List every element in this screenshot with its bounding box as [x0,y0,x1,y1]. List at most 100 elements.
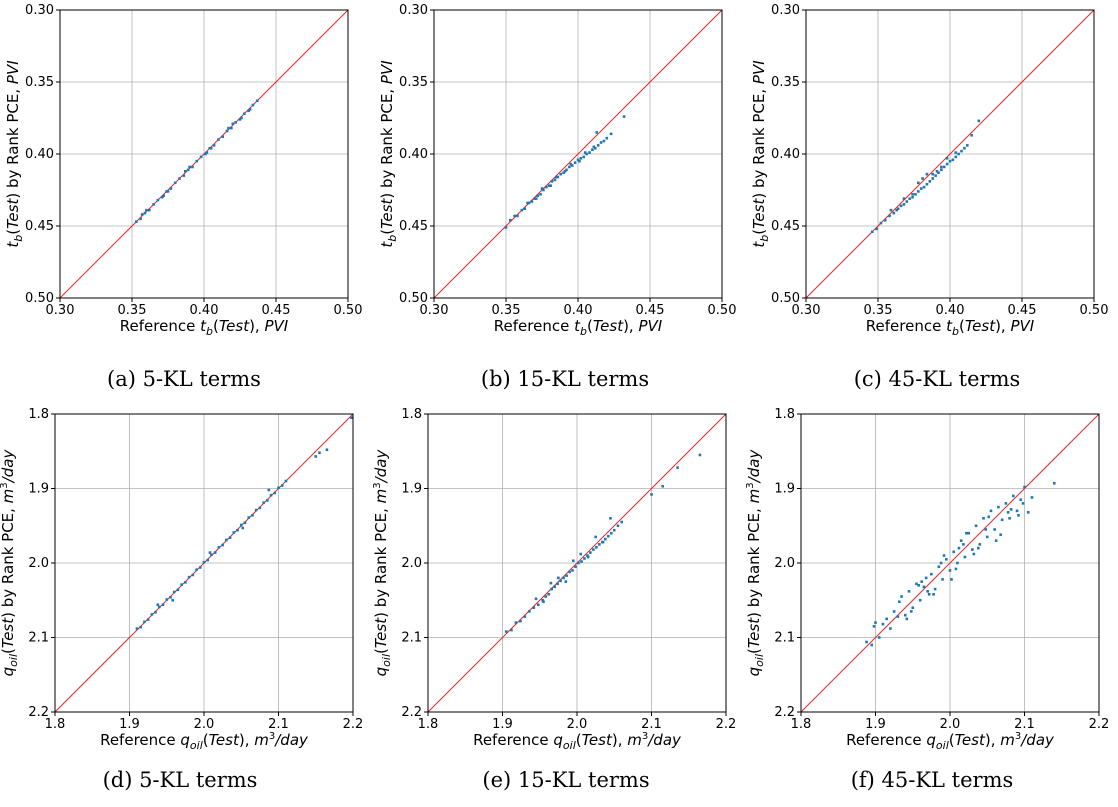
data-point [565,168,568,172]
label-variable: q [553,731,563,749]
x-tick-label: 0.45 [262,303,291,318]
label-variable: t [574,317,581,335]
data-point [556,582,559,586]
data-point [899,204,903,208]
data-point [251,103,255,107]
data-point [609,517,612,520]
data-point [553,178,557,182]
label-connector: ) by Rank PCE, [372,503,390,618]
label-connector: ) by Rank PCE, [745,503,763,618]
x-axis-label: Reference tb(Test), PVI [494,317,663,338]
chart-panel-3: 0.300.500.350.450.400.400.450.350.500.30… [750,3,1108,391]
data-point [536,194,539,198]
data-point [920,580,923,583]
x-tick-label: 1.8 [45,717,66,732]
data-point [885,617,888,621]
data-point [1021,502,1025,505]
label-open-paren: ( [203,731,209,749]
data-point [895,208,899,212]
data-point [576,158,580,162]
data-point [258,506,262,510]
data-point [549,581,553,585]
data-point [601,540,605,544]
label-superscript: 3 [642,731,648,742]
data-point [932,592,935,596]
y-tick-label: 0.35 [771,75,800,90]
data-point [908,197,911,200]
data-point [526,201,529,205]
label-connector: ), [985,731,1000,749]
data-point [571,569,574,572]
label-subscript: b [12,235,25,242]
data-point [879,221,883,225]
data-point [984,528,988,531]
label-unit: m [627,731,642,749]
label-unit-rest: /day [1019,731,1055,749]
label-prefix: Reference [846,731,926,749]
data-point [1023,485,1026,489]
y-tick-label: 2.1 [774,631,795,646]
data-point [940,165,943,169]
data-point [965,531,968,535]
data-point [594,535,597,539]
data-point [872,625,876,628]
data-point [606,534,610,538]
data-point [591,148,594,151]
data-point [892,610,896,613]
data-point [896,207,900,211]
data-point [579,552,583,556]
data-point [592,145,596,149]
subfigure-caption: (d) 5-KL terms [103,768,258,792]
label-variable: q [745,667,763,677]
data-point [571,559,575,563]
data-point [881,622,885,626]
data-point [236,528,239,532]
y-tick-label: 2.2 [774,705,795,720]
data-point [158,605,161,609]
data-point [1015,509,1019,513]
y-tick-label: 0.45 [399,219,428,234]
label-subscript: oil [380,654,393,667]
data-point [931,177,935,180]
label-open-paren: ( [587,317,593,335]
label-subscript: b [952,325,959,338]
label-unit: PVI [378,60,396,84]
y-axis-label: tb(Test) by Rank PCE, PVI [4,60,25,248]
data-point [921,177,924,180]
data-point [1053,481,1056,485]
label-subscript: oil [563,739,576,752]
data-point [523,615,527,618]
data-point [1019,498,1023,501]
label-open-paren: ( [372,648,390,654]
data-point [209,146,213,150]
data-point [314,455,318,458]
data-point [273,491,277,495]
y-tick-label: 1.9 [28,482,49,497]
data-point [942,554,946,557]
data-point [217,546,221,549]
data-point [254,508,258,512]
y-tick-label: 1.9 [774,482,795,497]
y-tick-label: 0.30 [25,3,54,18]
y-tick-label: 0.45 [771,219,800,234]
data-point [945,162,949,166]
data-point [902,203,906,206]
data-point [559,579,562,583]
x-tick-label: 0.35 [118,303,147,318]
data-point [917,584,921,587]
data-point [172,590,176,594]
y-tick-label: 1.8 [774,407,795,422]
data-point [547,592,550,596]
data-point [993,528,996,531]
data-point [1009,508,1013,511]
data-point [898,600,901,604]
label-variable: t [750,241,768,248]
chart-panel-5: 1.82.21.92.12.02.02.11.92.21.8Reference … [372,407,736,792]
data-point [604,537,607,541]
data-point [918,598,922,602]
label-open-paren: ( [750,229,768,235]
subfigure-caption: (f) 45-KL terms [851,768,1014,792]
data-point [557,576,560,580]
data-point [616,524,620,528]
